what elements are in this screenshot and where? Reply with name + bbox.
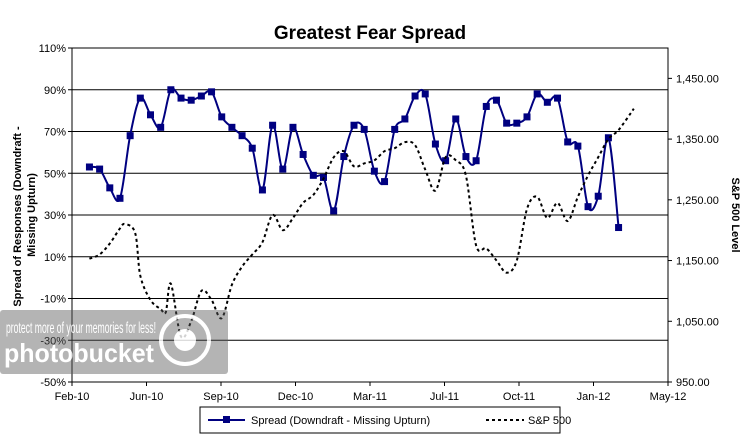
legend-sp500-label: S&P 500	[528, 415, 571, 427]
legend: Spread (Downdraft - Missing Upturn) S&P …	[199, 406, 571, 434]
spread-point	[238, 132, 246, 140]
spread-point	[482, 102, 490, 110]
y-tick-label: 90%	[44, 85, 66, 97]
spread-point	[462, 153, 470, 161]
x-tick-label: Dec-10	[278, 391, 313, 403]
spread-point	[564, 138, 572, 146]
y-tick-label: 50%	[44, 168, 66, 180]
spread-point	[604, 134, 612, 142]
spread-point	[116, 194, 124, 202]
axis-ticks: 110% 90% 70% 50% 30% 10% -10% -30% -50% 1,450.00 1…	[39, 43, 719, 403]
spread-point	[513, 119, 521, 127]
spread-point	[523, 113, 531, 121]
spread-point	[146, 111, 154, 119]
y-tick-label: 110%	[39, 43, 67, 55]
spread-point	[503, 119, 511, 127]
spread-point	[258, 186, 266, 194]
watermark-logo-icon-center	[174, 329, 196, 351]
spread-point	[411, 92, 419, 100]
y2-tick-label: 1,050.00	[676, 316, 719, 328]
y-tick-label: -10%	[40, 294, 66, 306]
spread-point	[431, 140, 439, 148]
legend-spread-label: Spread (Downdraft - Missing Upturn)	[251, 415, 430, 427]
spread-point	[106, 184, 114, 192]
series-sp500	[89, 108, 635, 339]
y-axis-title-line2: Missing Upturn)	[26, 173, 38, 257]
y2-axis-title: S&P 500 Level	[729, 177, 741, 252]
spread-point	[136, 94, 144, 102]
x-tick-label: Jul-11	[430, 391, 459, 403]
spread-point	[533, 90, 541, 98]
x-tick-label: Feb-10	[55, 391, 90, 403]
x-tick-label: Jan-12	[577, 391, 611, 403]
spread-point	[421, 90, 429, 98]
watermark-logo-icon	[159, 314, 211, 366]
y-axis-title-line1: Spread of Responses (Downdraft -	[12, 126, 24, 307]
spread-point	[492, 96, 500, 104]
spread-point	[360, 125, 368, 133]
spread-point	[289, 123, 297, 131]
spread-point	[584, 203, 592, 211]
y2-tick-label: 1,250.00	[676, 195, 719, 207]
spread-point	[279, 165, 287, 173]
y2-tick-label: 1,150.00	[676, 256, 719, 268]
y-tick-label: 70%	[44, 127, 66, 139]
spread-point	[167, 86, 175, 94]
spread-point	[370, 167, 378, 175]
y2-tick-label: 950.00	[676, 377, 710, 389]
y2-tick-label: 1,450.00	[676, 73, 719, 85]
spread-point	[299, 150, 307, 158]
watermark-photobucket: protect more of your memories for less! …	[0, 310, 228, 374]
spread-point	[574, 142, 582, 150]
x-tick-label: Oct-11	[503, 391, 535, 403]
y-tick-label: 30%	[44, 210, 66, 222]
spread-point	[472, 157, 480, 165]
x-tick-label: Mar-11	[353, 391, 387, 403]
legend-spread-marker	[223, 416, 230, 423]
x-tick-label: May-12	[650, 391, 687, 403]
x-tick-label: Jun-10	[130, 391, 164, 403]
spread-point	[309, 171, 317, 179]
watermark-line1: protect more of your memories for less!	[6, 320, 156, 337]
spread-point	[126, 132, 134, 140]
spread-point	[381, 178, 389, 186]
spread-point	[615, 224, 623, 232]
watermark-line2: photobucket	[4, 338, 154, 368]
spread-point	[391, 125, 399, 133]
spread-point	[594, 192, 602, 200]
spread-point	[218, 113, 226, 121]
sp500-line	[89, 108, 635, 339]
spread-point	[401, 115, 409, 123]
spread-point	[330, 207, 338, 215]
spread-point	[85, 163, 93, 171]
y2-tick-label: 1,350.00	[676, 134, 719, 146]
spread-point	[543, 98, 551, 106]
y-tick-label: 10%	[44, 252, 66, 264]
series-layer	[85, 86, 635, 339]
spread-point	[340, 153, 348, 161]
y-tick-label: -50%	[40, 377, 66, 389]
spread-point	[228, 123, 236, 131]
spread-point	[177, 94, 185, 102]
spread-point	[96, 165, 104, 173]
spread-point	[208, 88, 216, 96]
x-tick-label: Sep-10	[203, 391, 238, 403]
y-axis-title: Spread of Responses (Downdraft - Missing…	[12, 123, 38, 306]
spread-point	[350, 121, 358, 129]
spread-point	[442, 157, 450, 165]
spread-point	[157, 123, 165, 131]
chart-title: Greatest Fear Spread	[274, 23, 466, 44]
y-tick-label: -30%	[40, 335, 66, 347]
spread-point	[452, 115, 460, 123]
spread-point	[248, 144, 256, 152]
series-spread	[85, 86, 623, 232]
spread-point	[554, 94, 562, 102]
spread-point	[197, 92, 205, 100]
spread-point	[269, 121, 277, 129]
spread-point	[187, 96, 195, 104]
